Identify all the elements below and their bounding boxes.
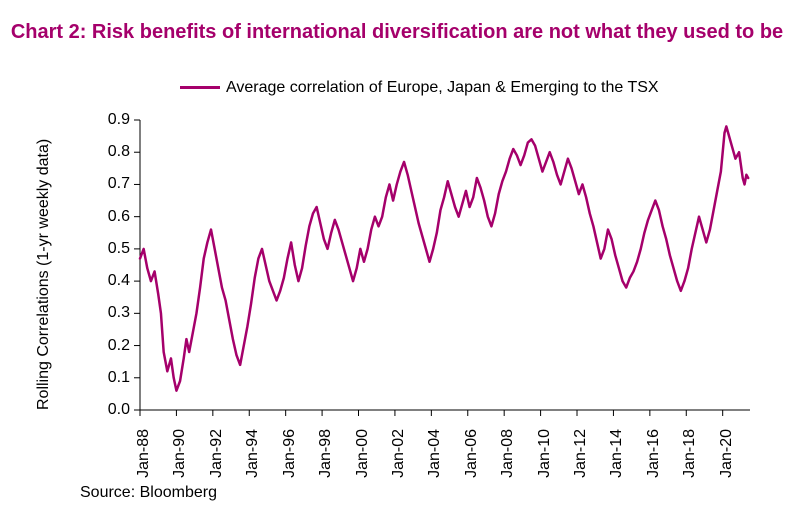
y-tick-label: 0.4	[96, 272, 130, 290]
x-tick-label: Jan-94	[244, 429, 262, 489]
x-tick-label: Jan-02	[390, 429, 408, 489]
x-tick-label: Jan-08	[499, 429, 517, 489]
y-tick-label: 0.0	[96, 401, 130, 419]
x-tick-label: Jan-98	[317, 429, 335, 489]
y-tick-label: 0.1	[96, 369, 130, 387]
plot-area	[140, 120, 750, 410]
x-tick-label: Jan-20	[718, 429, 736, 489]
x-tick-label: Jan-10	[536, 429, 554, 489]
x-tick-label: Jan-14	[608, 429, 626, 489]
x-tick-label: Jan-12	[572, 429, 590, 489]
y-tick-label: 0.9	[96, 111, 130, 129]
x-tick-label: Jan-96	[281, 429, 299, 489]
chart-title: Chart 2: Risk benefits of international …	[0, 20, 794, 45]
legend: Average correlation of Europe, Japan & E…	[180, 78, 659, 97]
x-tick-label: Jan-92	[208, 429, 226, 489]
x-tick-label: Jan-90	[171, 429, 189, 489]
x-tick-label: Jan-16	[645, 429, 663, 489]
y-tick-label: 0.7	[96, 175, 130, 193]
y-tick-label: 0.6	[96, 208, 130, 226]
x-tick-label: Jan-04	[426, 429, 444, 489]
x-tick-label: Jan-18	[681, 429, 699, 489]
y-tick-label: 0.2	[96, 337, 130, 355]
legend-label: Average correlation of Europe, Japan & E…	[226, 78, 659, 97]
chart-container: Chart 2: Risk benefits of international …	[0, 0, 794, 516]
x-tick-label: Jan-00	[354, 429, 372, 489]
y-tick-label: 0.8	[96, 143, 130, 161]
x-tick-label: Jan-88	[135, 429, 153, 489]
x-tick-label: Jan-06	[463, 429, 481, 489]
plot-svg	[140, 120, 750, 410]
y-tick-label: 0.3	[96, 304, 130, 322]
legend-swatch	[180, 86, 220, 89]
y-axis-label: Rolling Correlations (1-yr weekly data)	[35, 139, 53, 410]
y-tick-label: 0.5	[96, 240, 130, 258]
